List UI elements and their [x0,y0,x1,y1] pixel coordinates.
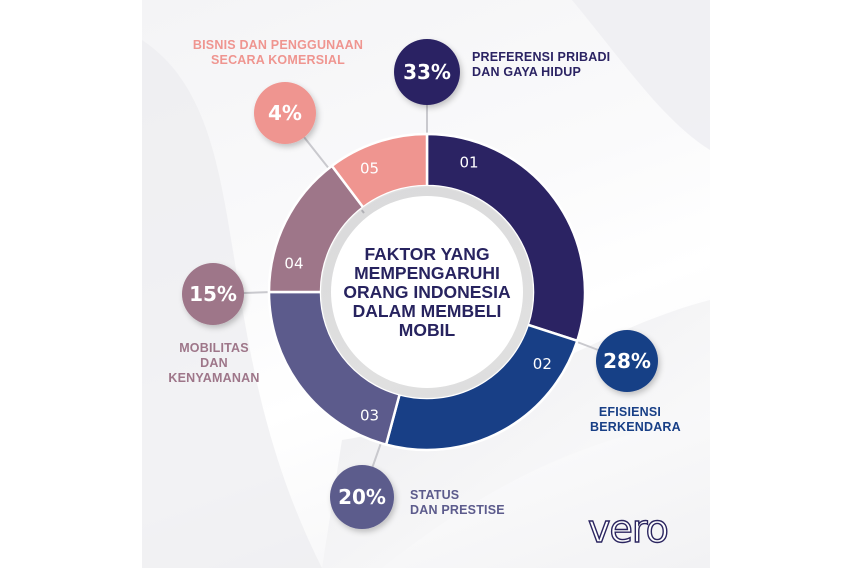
label-bisnis: BISNIS DAN PENGGUNAAN SECARA KOMERSIAL [192,38,364,67]
donut-segment-05 [330,132,429,210]
segment-number-04: 04 [284,255,303,273]
percentage-bubble-01 [394,39,460,105]
segment-number-01: 01 [459,154,478,172]
label-preferensi: PREFERENSI PRIBADI DAN GAYA HIDUP [472,50,611,79]
percentage-bubble-02 [596,330,658,392]
segment-number-02: 02 [533,355,552,373]
label-efisiensi: EFISIENSI BERKENDARA [590,405,681,434]
percentage-value-01: 33% [403,60,451,84]
percentage-value-02: 28% [603,349,651,373]
infographic-card: 01 02 03 04 05 33% 28% 20% 15% 4% FAKTOR YANG ME… [142,0,710,568]
percentage-value-04: 15% [189,282,237,306]
label-status: STATUS DAN PRESTISE [410,488,505,517]
segment-number-05: 05 [360,160,379,178]
vero-logo: vero [587,507,669,551]
percentage-value-05: 4% [268,101,302,125]
donut-segment-01 [425,132,587,343]
chart-title: FAKTOR YANG MEMPENGARUHI ORANG INDONESIA… [343,244,511,340]
percentage-bubble-03 [330,465,394,529]
percentage-value-03: 20% [338,485,386,509]
donut-chart: 01 02 03 04 05 33% 28% 20% 15% 4% [182,39,658,529]
donut-center [331,196,523,388]
donut-ring: 01 02 03 04 05 [267,132,587,452]
segment-number-03: 03 [360,406,379,424]
label-mobilitas: MOBILITAS DAN KENYAMANAN [168,341,260,385]
percentage-bubbles: 33% 28% 20% 15% 4% [182,39,658,529]
percentage-bubble-05 [254,82,316,144]
percentage-bubble-04 [182,263,244,325]
